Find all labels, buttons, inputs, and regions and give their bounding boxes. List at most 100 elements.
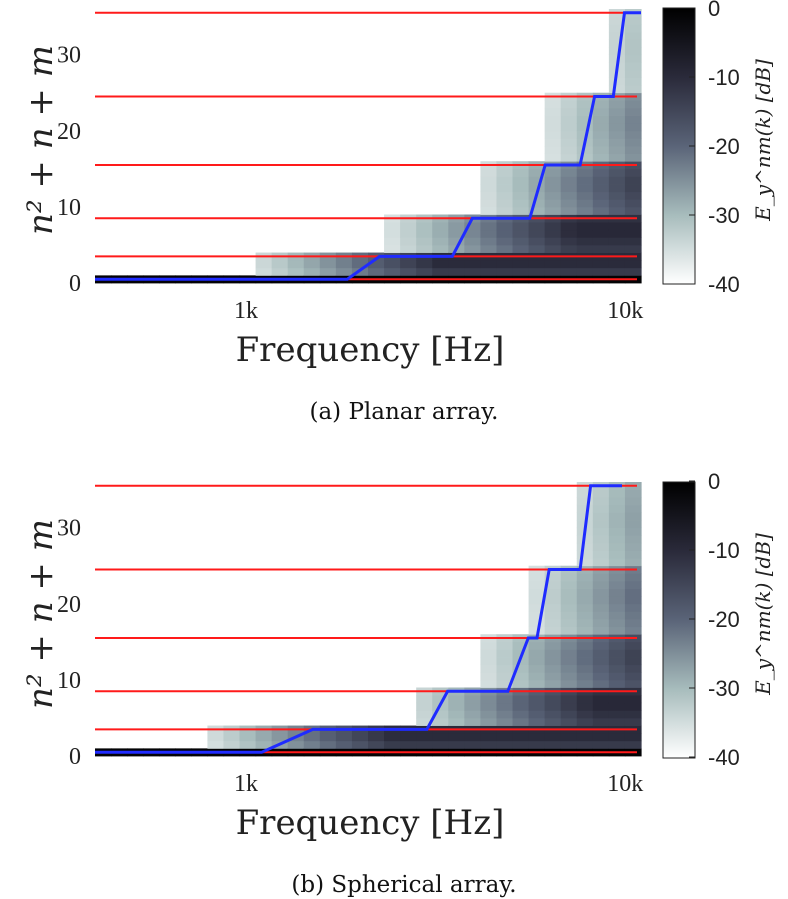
heatmap-cell [464,695,482,704]
heatmap-cell [576,695,594,704]
heatmap-cell [576,206,594,215]
heatmap-cell [608,24,626,33]
heatmap-cell [384,222,401,231]
heatmap-cell [560,740,578,749]
heatmap-cell [496,222,514,231]
heatmap-cell [544,710,562,719]
heatmap-cell [592,717,610,726]
heatmap-cell [592,733,610,742]
heatmap-cell [432,710,449,719]
heatmap-cell [528,672,546,681]
heatmap-cell [608,229,626,238]
heatmap-cell [592,237,610,246]
heatmap-cell [624,619,642,628]
heatmap-cell [608,733,626,742]
heatmap-cell [416,740,433,749]
heatmap-cell [624,69,642,78]
heatmap-cell [576,497,594,506]
heatmap-cell [576,176,594,185]
heatmap-cell [560,611,578,620]
heatmap-cell [576,199,594,208]
heatmap-cell [544,626,562,635]
heatmap-cell [544,123,562,132]
heatmap-cell [448,695,465,704]
heatmap-cell [592,573,610,582]
colorbar-tick-label: -40 [708,272,740,297]
heatmap-cell [416,229,433,238]
heatmap-cell [416,710,433,719]
heatmap-cell [576,588,594,597]
heatmap-cell [624,717,642,726]
heatmap-cell [560,123,578,132]
heatmap-cell [528,244,546,253]
y-tick-labels-spherical: 0 10 20 30 [57,516,81,770]
heatmap-cell [384,229,401,238]
heatmap-cell [223,733,241,742]
heatmap-cell [592,649,610,658]
heatmap-cell [592,138,610,147]
heatmap-cell [592,611,610,620]
heatmap-cell [560,168,578,177]
heatmap-cell [592,535,610,544]
heatmap-cell [560,733,578,742]
heatmap-cell [528,206,546,215]
heatmap-cell [528,222,546,231]
heatmap-cell [624,100,642,109]
x-tick-labels-planar: 1k 10k [234,298,643,324]
heatmap-cell [480,176,498,185]
heatmap-cell [576,649,594,658]
heatmap-cell [544,107,562,116]
heatmap-cell [528,237,546,246]
heatmap-cell [560,588,578,597]
heatmap-cell [608,504,626,513]
heatmap-cell [480,657,498,666]
heatmap-cell [560,717,578,726]
heatmap-cell [496,244,514,253]
heatmap-cell [432,237,449,246]
heatmap-cell [608,603,626,612]
heatmap-cell [624,740,642,749]
heatmap-cell [416,702,433,711]
heatmap-cell [303,733,321,742]
heatmap-cell [512,679,530,688]
heatmap-cell [608,237,626,246]
heatmap-cell [608,535,626,544]
heatmap-cell [576,267,594,276]
heatmap-cell [480,710,498,719]
heatmap-cell [624,168,642,177]
colorbar-ticks-spherical: 0 -10 -20 -30 -40 [689,469,740,770]
heatmap-cell [608,657,626,666]
heatmap-cell [416,244,433,253]
heatmap-cell [480,702,498,711]
heatmap-cell [608,695,626,704]
heatmap-cell [608,626,626,635]
heatmap-cell [624,679,642,688]
heatmap-cell [448,740,465,749]
heatmap-cell [528,184,546,193]
heatmap-cell [576,260,594,269]
heatmap-cell [560,107,578,116]
heatmap-cell [576,100,594,109]
heatmap-cell [271,267,289,276]
heatmap-cell [592,596,610,605]
heatmap-cell [512,176,530,185]
heatmap-cell [271,733,289,742]
heatmap-cell [560,153,578,162]
heatmap-cell [592,672,610,681]
heatmap-cell [592,206,610,215]
heatmap-cell [544,260,562,269]
heatmap-cell [624,573,642,582]
heatmap-cell [576,710,594,719]
heatmap-cell [576,244,594,253]
heatmap-cell [496,733,514,742]
heatmap-cell [400,237,417,246]
heatmap-cell [512,702,530,711]
heatmap-cell [512,695,530,704]
heatmap-cell [624,611,642,620]
heatmap-cell [624,733,642,742]
heatmap-cell [576,717,594,726]
heatmap-cell [576,237,594,246]
y-tick-label: 20 [57,592,81,618]
heatmap-cell [496,702,514,711]
heatmap-cell [608,199,626,208]
